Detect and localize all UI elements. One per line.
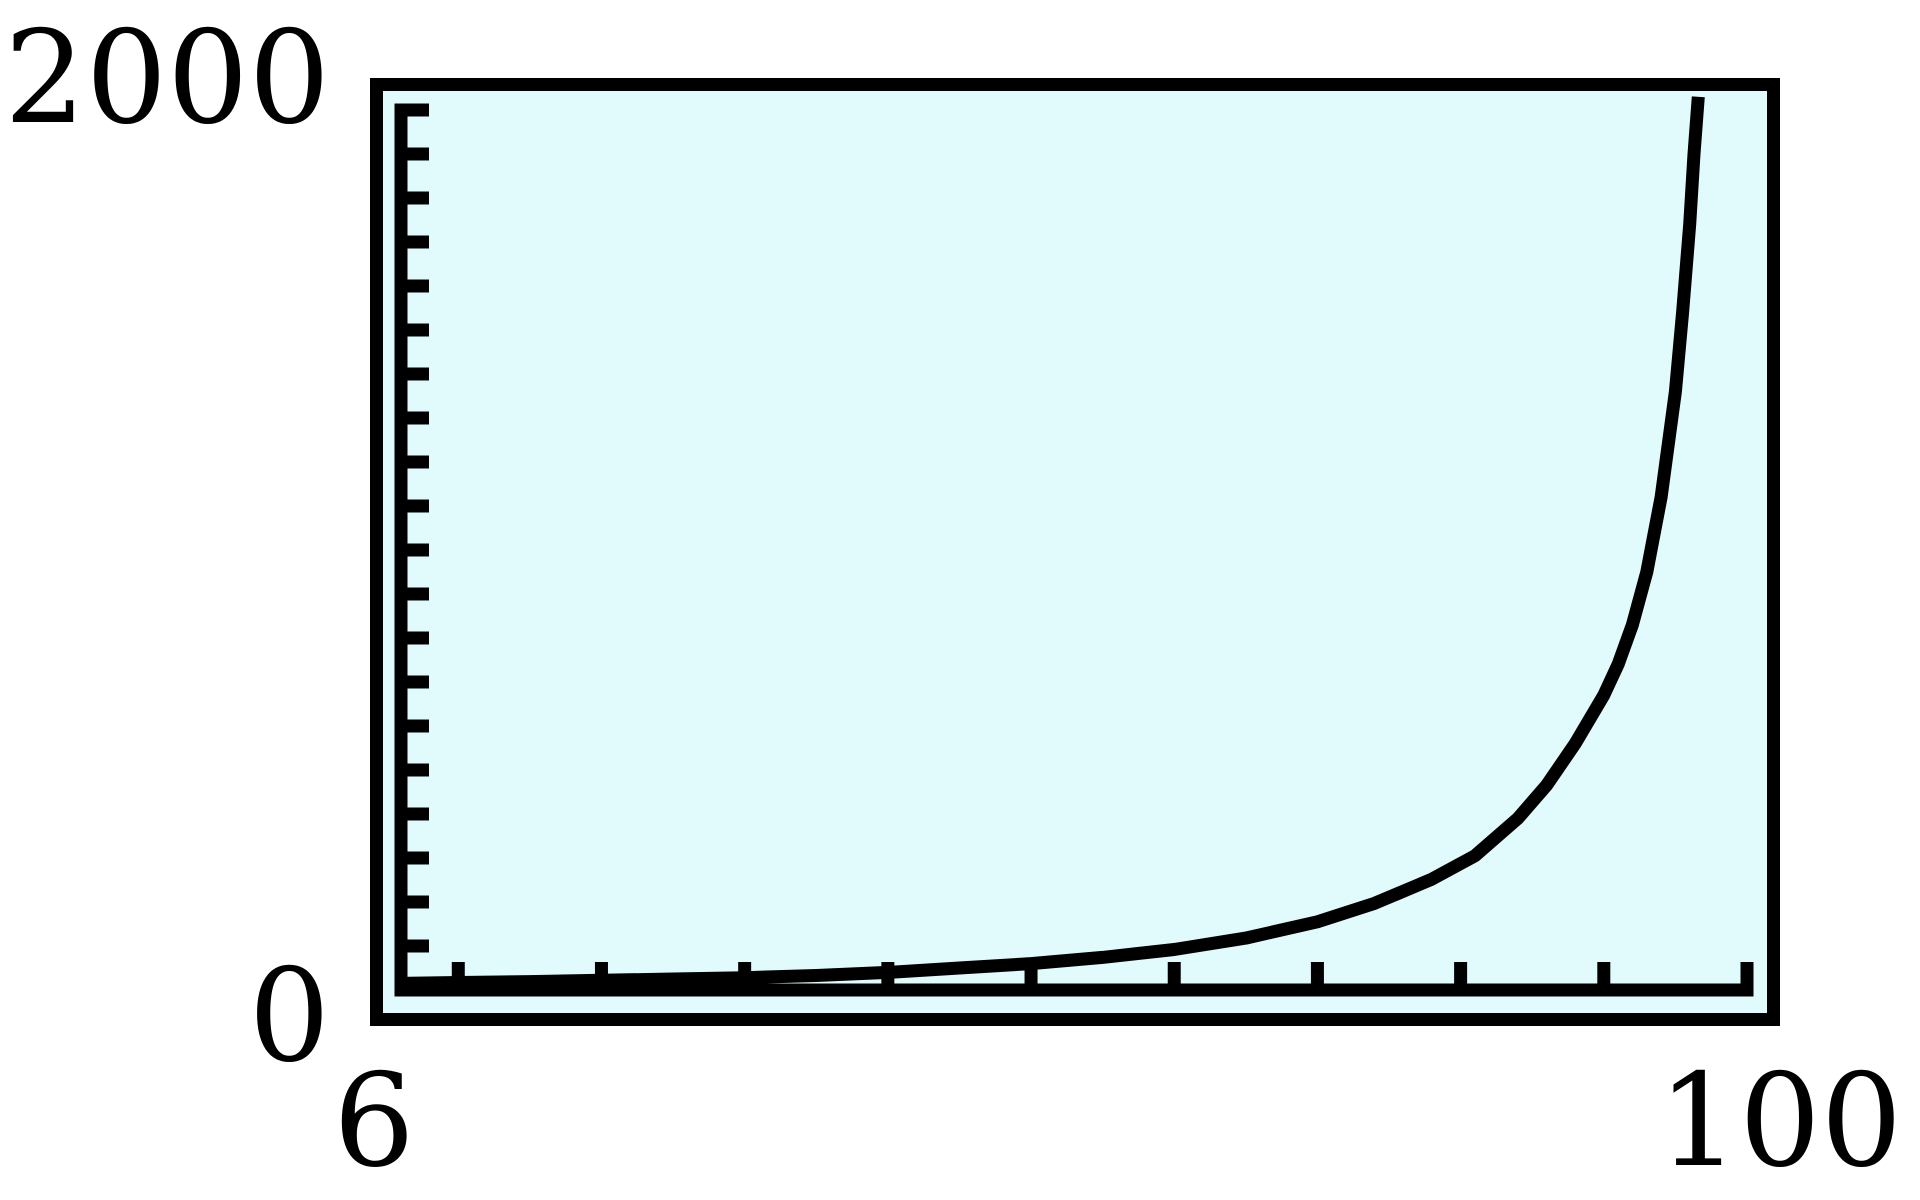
curve-curve <box>400 96 1705 990</box>
x-axis-max-label: 100 <box>1657 1047 1903 1196</box>
y-axis-min-label: 0 <box>248 942 330 1091</box>
y-axis-max-label: 2000 <box>4 4 330 153</box>
x-axis-min-label: 6 <box>333 1047 415 1196</box>
plot-frame <box>370 78 1780 1026</box>
